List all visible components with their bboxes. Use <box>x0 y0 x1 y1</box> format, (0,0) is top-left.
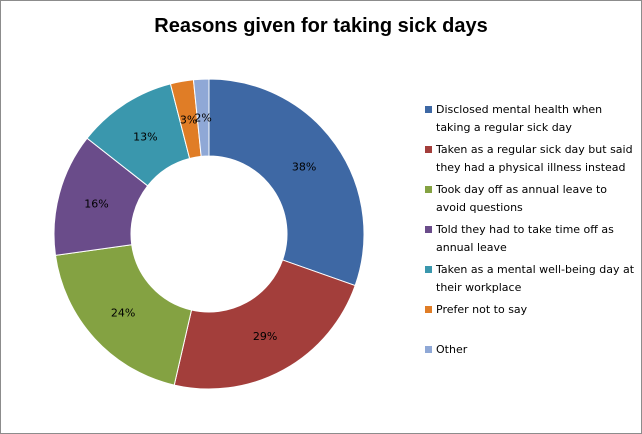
chart-title: Reasons given for taking sick days <box>154 15 488 37</box>
donut-slice-1 <box>208 78 365 287</box>
data-label-5: 13% <box>133 130 157 143</box>
data-label-4: 16% <box>84 198 108 211</box>
legend-item-4: Told they had to take time off as annual… <box>425 221 635 257</box>
legend-item-5: Taken as a mental well-being day at thei… <box>425 261 635 297</box>
data-label-3: 24% <box>111 307 135 320</box>
legend-label: Taken as a mental well-being day at thei… <box>436 263 635 294</box>
legend-label: Told they had to take time off as annual… <box>436 223 614 254</box>
legend-item-2: Taken as a regular sick day but said the… <box>425 141 635 177</box>
legend-swatch <box>425 306 432 313</box>
legend-swatch <box>425 226 432 233</box>
legend-label: Disclosed mental health when taking a re… <box>436 103 603 134</box>
donut-slice-3 <box>54 244 193 386</box>
legend-label: Took day off as annual leave to avoid qu… <box>436 183 608 214</box>
legend-swatch <box>425 346 432 353</box>
donut-slice-7 <box>192 78 210 157</box>
data-label-1: 38% <box>292 161 316 174</box>
legend-item-7: Other <box>425 341 635 359</box>
data-label-6: 3% <box>180 113 197 126</box>
legend-swatch <box>425 186 432 193</box>
data-label-7: 2% <box>194 112 211 125</box>
data-label-2: 29% <box>253 330 277 343</box>
legend-swatch <box>425 146 432 153</box>
legend-item-6: Prefer not to say <box>425 301 635 319</box>
donut-slice-2 <box>173 259 356 390</box>
legend-swatch <box>425 106 432 113</box>
legend-label: Prefer not to say <box>436 303 528 316</box>
legend-label: Other <box>436 343 468 356</box>
legend-item-1: Disclosed mental health when taking a re… <box>425 101 635 137</box>
legend-label: Taken as a regular sick day but said the… <box>436 143 633 174</box>
legend-swatch <box>425 266 432 273</box>
legend-item-3: Took day off as annual leave to avoid qu… <box>425 181 635 217</box>
